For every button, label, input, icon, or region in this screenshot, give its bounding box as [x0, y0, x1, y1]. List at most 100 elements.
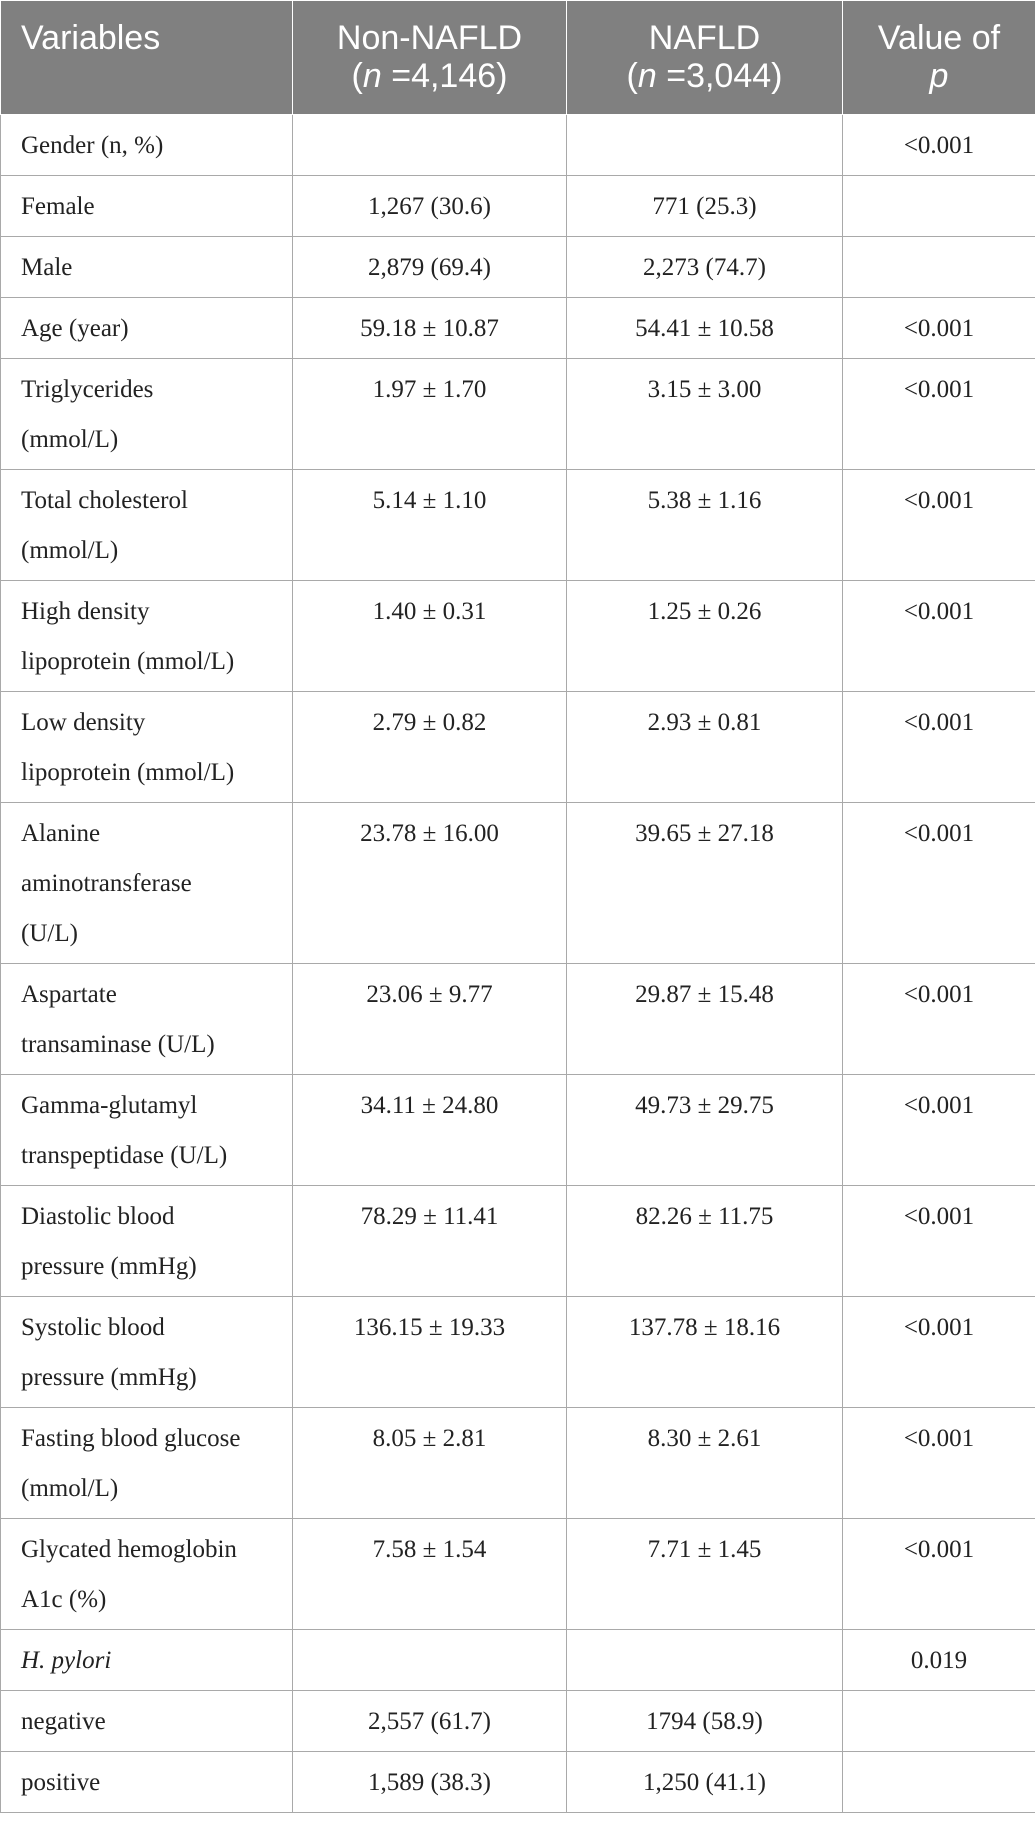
non-nafld-value-cell: 1.40 ± 0.31: [292, 580, 567, 692]
nafld-value-cell: 8.30 ± 2.61: [566, 1407, 843, 1519]
variable-label: positive: [21, 1769, 101, 1796]
variable-label: negative: [21, 1708, 106, 1735]
variable-label: Gamma-glutamyl: [21, 1092, 198, 1119]
p-value-cell: <0.001: [842, 1518, 1035, 1630]
variable-cell: Glycated hemoglobin A1c (%): [0, 1518, 293, 1630]
non-nafld-value-cell: 1,589 (38.3): [292, 1751, 567, 1813]
variable-label: (mmol/L): [21, 1475, 119, 1502]
p-value-cell: <0.001: [842, 691, 1035, 803]
non-nafld-value-cell: 34.11 ± 24.80: [292, 1074, 567, 1186]
nafld-value-cell: 2,273 (74.7): [566, 236, 843, 298]
nafld-value-cell: 82.26 ± 11.75: [566, 1185, 843, 1297]
header-p-symbol: p: [929, 57, 949, 95]
table-row: Male 2,879 (69.4) 2,273 (74.7): [0, 236, 1035, 298]
non-nafld-value-cell: 2,557 (61.7): [292, 1690, 567, 1752]
p-value-cell: <0.001: [842, 963, 1035, 1075]
nafld-value-cell: 54.41 ± 10.58: [566, 297, 843, 359]
header-nafld-n-value: =3,044): [666, 57, 783, 95]
variable-label: Gender (n, %): [21, 132, 164, 159]
variable-cell: Diastolic blood pressure (mmHg): [0, 1185, 293, 1297]
variable-label: A1c (%): [21, 1586, 107, 1613]
variable-label: Age (year): [21, 315, 129, 342]
table-row: Alanine aminotransferase (U/L) 23.78 ± 16.0…: [0, 802, 1035, 964]
variable-label: transaminase (U/L): [21, 1031, 215, 1058]
header-variables: Variables: [0, 0, 293, 115]
table-row: Female 1,267 (30.6) 771 (25.3): [0, 175, 1035, 237]
p-value-cell: <0.001: [842, 1296, 1035, 1408]
p-value-cell: <0.001: [842, 1407, 1035, 1519]
variable-label: Triglycerides: [21, 376, 154, 403]
nafld-value-cell: 137.78 ± 18.16: [566, 1296, 843, 1408]
variable-cell: Male: [0, 236, 293, 298]
variable-cell: Triglycerides (mmol/L): [0, 358, 293, 470]
p-value-cell: <0.001: [842, 358, 1035, 470]
variable-cell: Systolic blood pressure (mmHg): [0, 1296, 293, 1408]
variable-cell: Fasting blood glucose (mmol/L): [0, 1407, 293, 1519]
p-value-cell: 0.019: [842, 1629, 1035, 1691]
table-row: Gender (n, %) <0.001: [0, 114, 1035, 176]
table-row: Triglycerides (mmol/L) 1.97 ± 1.70 3.15 ± 3…: [0, 358, 1035, 470]
p-value-cell: [842, 175, 1035, 237]
variable-cell: Low density lipoprotein (mmol/L): [0, 691, 293, 803]
variable-label: Aspartate: [21, 981, 117, 1008]
variable-label: Female: [21, 193, 95, 220]
header-row: Variables Non-NAFLD (n =4,146) NAFLD (n …: [0, 0, 1035, 115]
table-row: Glycated hemoglobin A1c (%) 7.58 ± 1.54 7.7…: [0, 1518, 1035, 1630]
table-row: Gamma-glutamyl transpeptidase (U/L) 34.11 …: [0, 1074, 1035, 1186]
variable-label: Alanine: [21, 820, 101, 847]
variable-label: Fasting blood glucose: [21, 1425, 241, 1452]
variable-label: Glycated hemoglobin: [21, 1536, 237, 1563]
nafld-value-cell: 2.93 ± 0.81: [566, 691, 843, 803]
non-nafld-value-cell: 23.78 ± 16.00: [292, 802, 567, 964]
p-value-cell: <0.001: [842, 114, 1035, 176]
header-variables-label: Variables: [21, 19, 161, 57]
table-row: Systolic blood pressure (mmHg) 136.15 ± 19…: [0, 1296, 1035, 1408]
variable-label: (U/L): [21, 920, 78, 947]
variable-cell: negative: [0, 1690, 293, 1752]
p-value-cell: [842, 1690, 1035, 1752]
non-nafld-value-cell: 136.15 ± 19.33: [292, 1296, 567, 1408]
variable-cell: H. pylori: [0, 1629, 293, 1691]
p-value-cell: <0.001: [842, 469, 1035, 581]
nafld-value-cell: 7.71 ± 1.45: [566, 1518, 843, 1630]
nafld-value-cell: 1,250 (41.1): [566, 1751, 843, 1813]
header-non-nafld-title: Non-NAFLD: [336, 19, 523, 57]
table-body: Gender (n, %) <0.001 Female 1,267 (30.6) 771…: [0, 114, 1035, 1813]
nafld-value-cell: 29.87 ± 15.48: [566, 963, 843, 1075]
p-value-cell: [842, 1751, 1035, 1813]
nafld-value-cell: [566, 1629, 843, 1691]
non-nafld-value-cell: [292, 1629, 567, 1691]
table-row: High density lipoprotein (mmol/L) 1.40 ± 0…: [0, 580, 1035, 692]
non-nafld-value-cell: 8.05 ± 2.81: [292, 1407, 567, 1519]
non-nafld-value-cell: [292, 114, 567, 176]
p-value-cell: <0.001: [842, 580, 1035, 692]
variable-cell: Alanine aminotransferase (U/L): [0, 802, 293, 964]
variable-label: aminotransferase: [21, 870, 192, 897]
header-non-nafld-n-value: =4,146): [391, 57, 508, 95]
p-value-cell: <0.001: [842, 1185, 1035, 1297]
variable-label: pressure (mmHg): [21, 1253, 197, 1280]
variable-cell: Gamma-glutamyl transpeptidase (U/L): [0, 1074, 293, 1186]
variable-label: lipoprotein (mmol/L): [21, 648, 235, 675]
non-nafld-value-cell: 1,267 (30.6): [292, 175, 567, 237]
variable-label: Male: [21, 254, 73, 281]
variable-label: pressure (mmHg): [21, 1364, 197, 1391]
non-nafld-value-cell: 59.18 ± 10.87: [292, 297, 567, 359]
header-non-nafld: Non-NAFLD (n =4,146): [292, 0, 567, 115]
variable-cell: Age (year): [0, 297, 293, 359]
table-row: Fasting blood glucose (mmol/L) 8.05 ± 2.81…: [0, 1407, 1035, 1519]
header-nafld: NAFLD (n =3,044): [566, 0, 843, 115]
non-nafld-value-cell: 78.29 ± 11.41: [292, 1185, 567, 1297]
variable-cell: Aspartate transaminase (U/L): [0, 963, 293, 1075]
header-nafld-title: NAFLD: [648, 19, 761, 57]
non-nafld-value-cell: 7.58 ± 1.54: [292, 1518, 567, 1630]
variable-label: Diastolic blood: [21, 1203, 175, 1230]
nafld-value-cell: 49.73 ± 29.75: [566, 1074, 843, 1186]
p-value-cell: <0.001: [842, 1074, 1035, 1186]
variable-cell: Gender (n, %): [0, 114, 293, 176]
table-row: H. pylori 0.019: [0, 1629, 1035, 1691]
variable-label: High density: [21, 598, 150, 625]
header-non-nafld-n-symbol: n: [362, 57, 382, 95]
